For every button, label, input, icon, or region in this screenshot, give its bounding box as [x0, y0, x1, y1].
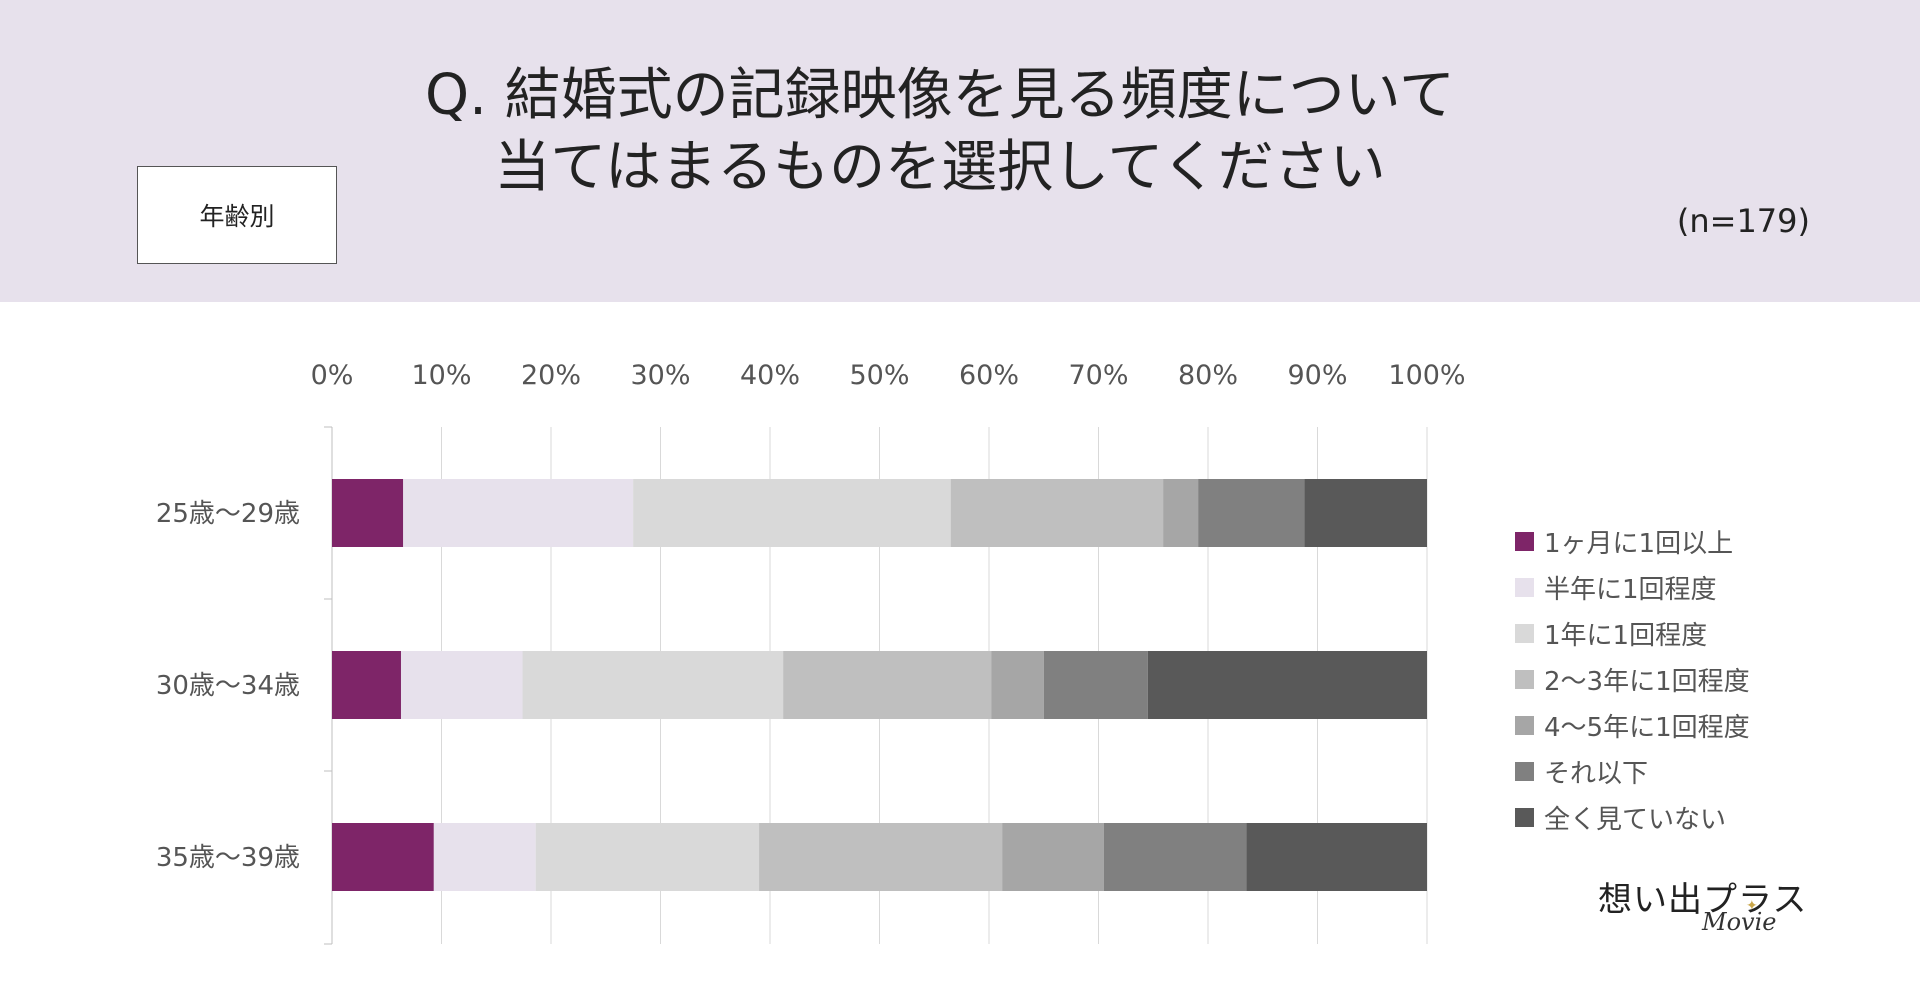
bar-segment — [1147, 651, 1427, 719]
bar-segment — [522, 651, 784, 719]
bar-segment — [1246, 823, 1427, 891]
legend-swatch — [1515, 761, 1534, 781]
legend-item: 1ヶ月に1回以上 — [1515, 518, 1895, 564]
category-label: 30歳〜34歳 — [156, 671, 300, 701]
x-tick-label: 10% — [411, 360, 471, 391]
x-tick-label: 50% — [849, 360, 909, 391]
legend-item: 1年に1回程度 — [1515, 610, 1895, 656]
legend-item: 2〜3年に1回程度 — [1515, 656, 1895, 702]
legend-item: 4〜5年に1回程度 — [1515, 702, 1895, 748]
title-line-1: Q. 結婚式の記録映像を見る頻度について — [425, 63, 1455, 128]
legend-swatch — [1515, 807, 1534, 827]
legend-item: 半年に1回程度 — [1515, 564, 1895, 610]
chart-legend: 1ヶ月に1回以上 半年に1回程度 1年に1回程度 2〜3年に1回程度 4〜5年に1回程度… — [1515, 518, 1895, 840]
bar-segment — [1103, 823, 1247, 891]
age-group-tag: 年齢別 — [137, 166, 337, 264]
legend-label: 半年に1回程度 — [1544, 574, 1717, 605]
bar-segment — [433, 823, 536, 891]
x-tick-label: 60% — [959, 360, 1019, 391]
x-tick-label: 90% — [1287, 360, 1347, 391]
legend-label: 4〜5年に1回程度 — [1544, 712, 1750, 743]
x-tick-label: 70% — [1068, 360, 1128, 391]
legend-label: 2〜3年に1回程度 — [1544, 666, 1750, 697]
bar-segment — [759, 823, 1003, 891]
bar-segment — [535, 823, 760, 891]
stacked-bar-chart: 0% 10% 20% 30% 40% 50% 60% 70% 80% 90% 100% 25歳〜29歳… — [156, 360, 1466, 945]
bar-segment — [633, 479, 951, 547]
x-tick-label: 30% — [630, 360, 690, 391]
legend-swatch — [1515, 669, 1534, 689]
legend-swatch — [1515, 623, 1534, 643]
legend-item: それ以下 — [1515, 748, 1895, 794]
x-tick-label: 100% — [1388, 360, 1465, 391]
bar-segment — [1043, 651, 1148, 719]
sample-size: (n=179) — [1676, 202, 1810, 240]
bar-segment — [332, 479, 404, 547]
bar-segment — [1198, 479, 1305, 547]
legend-label: それ以下 — [1544, 758, 1649, 789]
legend-label: 1ヶ月に1回以上 — [1544, 528, 1734, 559]
title-line-2: 当てはまるものを選択してください — [494, 135, 1386, 200]
logo-sub-text: Movie — [1702, 908, 1777, 936]
bar-segment — [783, 651, 992, 719]
x-tick-label: 0% — [311, 360, 354, 391]
bar-segment — [1304, 479, 1427, 547]
brand-logo: 想い出プラス ✦ Movie — [1598, 872, 1808, 944]
bar-segment — [400, 651, 523, 719]
sparkle-icon: ✦ — [1746, 898, 1758, 914]
bar-segment — [403, 479, 634, 547]
logo-main-text: 想い出プラス — [1598, 880, 1808, 920]
legend-label: 全く見ていない — [1544, 804, 1727, 835]
legend-swatch — [1515, 715, 1534, 735]
category-label: 35歳〜39歳 — [156, 843, 300, 873]
bar-segment — [332, 651, 401, 719]
x-tick-label: 80% — [1178, 360, 1238, 391]
bar-segment — [1002, 823, 1104, 891]
bar-segment — [991, 651, 1044, 719]
bar-segment — [1163, 479, 1199, 547]
bar-segment — [950, 479, 1164, 547]
bar-segment — [332, 823, 434, 891]
x-tick-label: 20% — [521, 360, 581, 391]
category-label: 25歳〜29歳 — [156, 499, 300, 529]
chart-title: Q. 結婚式の記録映像を見る頻度について 当てはまるものを選択してください — [330, 60, 1550, 204]
legend-swatch — [1515, 577, 1534, 597]
legend-label: 1年に1回程度 — [1544, 620, 1708, 651]
header-band: Q. 結婚式の記録映像を見る頻度について 当てはまるものを選択してください 年齢… — [0, 0, 1920, 302]
legend-swatch — [1515, 531, 1534, 551]
x-tick-label: 40% — [740, 360, 800, 391]
legend-item: 全く見ていない — [1515, 794, 1895, 840]
